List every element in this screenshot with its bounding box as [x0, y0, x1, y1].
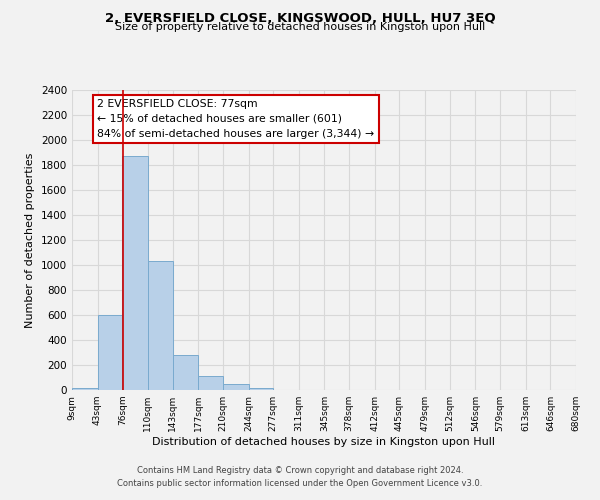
Bar: [72, 388, 98, 390]
Bar: [223, 384, 248, 390]
Text: Contains HM Land Registry data © Crown copyright and database right 2024.
Contai: Contains HM Land Registry data © Crown c…: [118, 466, 482, 487]
Bar: [148, 260, 173, 390]
Bar: [248, 388, 273, 390]
Text: 2 EVERSFIELD CLOSE: 77sqm
← 15% of detached houses are smaller (601)
84% of semi: 2 EVERSFIELD CLOSE: 77sqm ← 15% of detac…: [97, 99, 374, 138]
Bar: [122, 156, 148, 390]
Bar: [98, 315, 122, 390]
Text: 2, EVERSFIELD CLOSE, KINGSWOOD, HULL, HU7 3EQ: 2, EVERSFIELD CLOSE, KINGSWOOD, HULL, HU…: [104, 12, 496, 26]
Text: Size of property relative to detached houses in Kingston upon Hull: Size of property relative to detached ho…: [115, 22, 485, 32]
Bar: [173, 355, 198, 390]
Y-axis label: Number of detached properties: Number of detached properties: [25, 152, 35, 328]
X-axis label: Distribution of detached houses by size in Kingston upon Hull: Distribution of detached houses by size …: [152, 437, 496, 447]
Bar: [198, 376, 223, 390]
